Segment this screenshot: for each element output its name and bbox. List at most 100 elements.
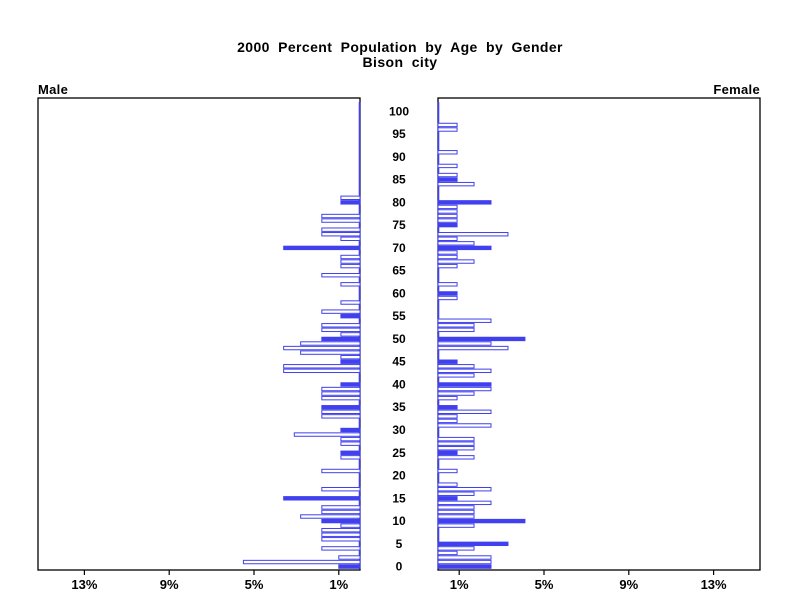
female-bar-age-67 (437, 259, 475, 264)
female-bar-age-85 (437, 177, 458, 182)
male-bar-age-48 (283, 345, 361, 351)
female-bar-age-16 (437, 491, 475, 496)
female-axis-tick-label-13: 13% (701, 577, 727, 592)
female-bar-age-24 (437, 455, 475, 460)
female-bar-age-37 (437, 395, 458, 401)
female-axis-tick-label-9: 9% (619, 577, 638, 592)
age-tick-label-50: 50 (392, 332, 406, 346)
male-bar-age-6 (321, 537, 361, 542)
male-bar-age-81 (340, 195, 361, 201)
male-bar-age-27 (340, 441, 361, 446)
age-tick-label-20: 20 (392, 469, 406, 483)
female-bar-age-40 (437, 382, 492, 387)
female-bar-age-78 (437, 209, 458, 214)
female-bar-age-5 (437, 541, 509, 547)
male-bar-age-33 (321, 414, 361, 419)
female-bar-age-86 (437, 172, 458, 178)
female-bar-age-0 (437, 564, 492, 569)
male-bar-age-51 (340, 332, 361, 337)
chart-title-line1: 2000 Percent Population by Age by Gender (237, 39, 563, 55)
male-bar-age-80 (340, 200, 361, 205)
male-bar-age-11 (300, 514, 361, 519)
male-bar-age-40 (340, 382, 361, 387)
female-bar-age-32 (437, 418, 458, 424)
male-axis-tick-label-1: 1% (329, 577, 348, 592)
male-bar-age-45 (340, 359, 361, 364)
female-axis-tick-label-1: 1% (450, 577, 469, 592)
female-bar-age-39 (437, 386, 492, 392)
male-bar-age-25 (340, 450, 361, 455)
male-axis-tick-label-13: 13% (71, 577, 97, 592)
female-bar-age-49 (437, 341, 492, 346)
female-panel-frame (437, 97, 761, 571)
chart-title-line2: Bison city (362, 54, 438, 70)
female-bar-age-28 (437, 436, 475, 442)
female-bar-age-75 (437, 222, 458, 228)
male-bar-age-52 (321, 327, 361, 333)
male-bar-age-47 (300, 350, 361, 355)
female-bar-age-76 (437, 218, 458, 223)
male-bar-age-8 (321, 527, 361, 533)
female-bar-age-54 (437, 318, 492, 323)
female-bar-age-71 (437, 241, 475, 246)
female-bar-age-68 (437, 254, 458, 260)
age-tick-label-25: 25 (392, 446, 406, 460)
age-tick-label-35: 35 (392, 400, 406, 414)
female-bar-age-43 (437, 368, 492, 374)
male-bar-age-2 (338, 555, 361, 560)
male-bar-age-24 (340, 455, 361, 460)
female-bar-age-88 (437, 163, 458, 169)
male-bar-age-28 (340, 436, 361, 442)
male-bar-age-58 (340, 300, 361, 305)
female-bar-age-18 (437, 482, 458, 487)
male-bar-age-56 (321, 309, 361, 314)
female-bar-age-50 (437, 336, 526, 342)
male-bar-age-62 (340, 282, 361, 287)
age-tick-label-65: 65 (392, 264, 406, 278)
female-bar-age-15 (437, 496, 458, 501)
age-tick-label-5: 5 (396, 537, 403, 551)
male-bar-age-74 (321, 227, 361, 232)
female-bar-age-12 (437, 509, 475, 515)
male-bar-age-17 (321, 486, 361, 492)
age-tick-label-85: 85 (392, 173, 406, 187)
male-bar-age-29 (293, 432, 361, 437)
age-tick-label-80: 80 (392, 195, 406, 209)
female-bar-age-25 (437, 450, 458, 455)
female-bar-age-11 (437, 514, 475, 519)
male-bar-age-53 (321, 323, 361, 328)
age-tick-label-40: 40 (392, 377, 406, 391)
male-axis-tick-label-9: 9% (160, 577, 179, 592)
female-bar-age-42 (437, 373, 475, 378)
female-bar-age-2 (437, 555, 492, 560)
male-bar-age-35 (321, 405, 361, 410)
female-axis-tick-label-5: 5% (535, 577, 554, 592)
male-bar-age-21 (321, 468, 361, 474)
male-bar-age-39 (321, 386, 361, 392)
male-bar-age-67 (340, 259, 361, 264)
female-bar-age-34 (437, 409, 492, 414)
female-bar-age-91 (437, 150, 458, 155)
male-bar-age-15 (283, 496, 361, 501)
female-bar-age-9 (437, 523, 475, 528)
age-tick-label-15: 15 (392, 491, 406, 505)
age-tick-label-10: 10 (392, 514, 406, 528)
male-bar-age-77 (321, 213, 361, 219)
female-bar-age-10 (437, 518, 526, 524)
female-bar-age-72 (437, 236, 458, 241)
male-bar-age-0 (338, 564, 361, 569)
female-bar-age-66 (437, 263, 458, 269)
male-bar-age-46 (340, 354, 361, 360)
male-panel-label: Male (38, 82, 69, 97)
male-bar-age-55 (340, 313, 361, 319)
female-bar-age-17 (437, 486, 492, 492)
female-bar-age-26 (437, 446, 475, 451)
female-panel-label: Female (713, 82, 760, 97)
female-bar-age-84 (437, 181, 475, 187)
female-bar-age-1 (437, 559, 492, 565)
female-bar-age-79 (437, 204, 458, 210)
age-tick-label-95: 95 (392, 127, 406, 141)
male-bar-age-37 (321, 395, 361, 401)
male-bar-age-7 (321, 532, 361, 537)
